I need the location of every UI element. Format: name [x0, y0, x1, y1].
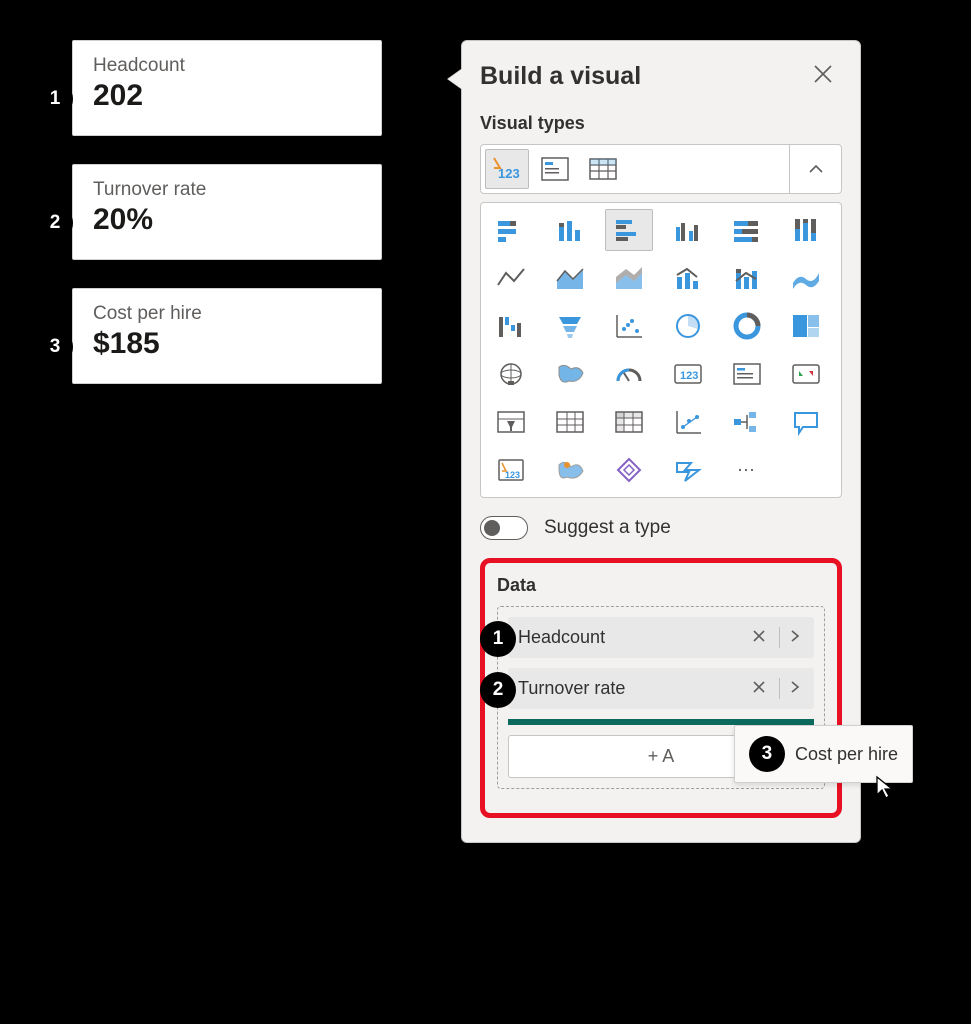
visual-r-icon[interactable]: [664, 401, 712, 443]
close-button[interactable]: [810, 59, 836, 93]
data-section-highlight: Data 1 Headcount 2 Turnover rate: [480, 558, 842, 818]
visual-gauge-icon[interactable]: [605, 353, 653, 395]
close-icon: [814, 65, 832, 83]
visual-ribbon-icon[interactable]: [782, 257, 830, 299]
kpi-card-cost[interactable]: 3 Cost per hire $185: [72, 288, 382, 384]
suggested-visual-row: 123: [480, 144, 790, 194]
remove-field-button[interactable]: [747, 680, 771, 698]
suggest-type-label: Suggest a type: [544, 517, 671, 539]
visual-types-label: Visual types: [480, 113, 842, 134]
visual-powerapps-icon[interactable]: [605, 449, 653, 491]
visual-powerautomate-icon[interactable]: [664, 449, 712, 491]
visual-slicer-icon[interactable]: [487, 401, 535, 443]
visual-decomposition-icon[interactable]: [723, 401, 771, 443]
svg-text:123: 123: [498, 166, 520, 181]
field-name: Turnover rate: [518, 678, 739, 699]
callout-badge-1: 1: [480, 621, 516, 657]
callout-badge-3: 3: [749, 736, 785, 772]
visual-table-alt-icon[interactable]: [546, 401, 594, 443]
visual-100-stacked-column-icon[interactable]: [782, 209, 830, 251]
visual-map-icon[interactable]: [487, 353, 535, 395]
visual-card-123-icon[interactable]: 123: [485, 149, 529, 189]
data-label: Data: [497, 575, 825, 596]
visual-treemap-icon[interactable]: [782, 305, 830, 347]
visual-stacked-bar-icon[interactable]: [487, 209, 535, 251]
kpi-card-list: 1 Headcount 202 2 Turnover rate 20% 3 Co…: [72, 40, 382, 412]
svg-text:123: 123: [505, 470, 520, 480]
visual-table-icon[interactable]: [581, 149, 625, 189]
remove-field-button[interactable]: [747, 629, 771, 647]
callout-badge-1: 1: [37, 81, 73, 117]
visual-kpi-icon[interactable]: [782, 353, 830, 395]
suggest-type-toggle[interactable]: [480, 516, 528, 540]
visual-stacked-area-icon[interactable]: [605, 257, 653, 299]
kpi-label: Cost per hire: [93, 303, 361, 325]
visual-qa-icon[interactable]: [782, 401, 830, 443]
collapse-visual-grid-button[interactable]: [790, 144, 842, 194]
chevron-up-icon: [808, 161, 824, 177]
drag-tooltip-text: Cost per hire: [795, 744, 898, 765]
visual-matrix-icon[interactable]: [605, 401, 653, 443]
visual-funnel-icon[interactable]: [546, 305, 594, 347]
callout-badge-2: 2: [37, 205, 73, 241]
visual-multirow-icon[interactable]: [723, 353, 771, 395]
field-pill-turnover[interactable]: 2 Turnover rate: [508, 668, 814, 709]
visual-filled-map-icon[interactable]: [546, 353, 594, 395]
kpi-label: Turnover rate: [93, 179, 361, 201]
visual-line-icon[interactable]: [487, 257, 535, 299]
field-name: Headcount: [518, 627, 739, 648]
visual-line-stacked-column-icon[interactable]: [723, 257, 771, 299]
panel-title: Build a visual: [480, 62, 641, 91]
chevron-right-icon: [790, 680, 800, 694]
kpi-value: $185: [93, 327, 361, 361]
panel-caret-icon: [448, 69, 462, 89]
toggle-knob-icon: [484, 520, 500, 536]
svg-text:123: 123: [680, 370, 698, 382]
build-visual-panel: Build a visual Visual types 123: [461, 40, 861, 843]
kpi-label: Headcount: [93, 55, 361, 77]
visual-type-grid: 123 123 ⋯: [480, 202, 842, 498]
visual-clustered-column-icon[interactable]: [664, 209, 712, 251]
visual-scatter-icon[interactable]: [605, 305, 653, 347]
cursor-icon: [875, 775, 895, 805]
visual-donut-icon[interactable]: [723, 305, 771, 347]
visual-more-button[interactable]: ⋯: [723, 449, 771, 491]
kpi-value: 202: [93, 79, 361, 113]
visual-paginated-icon[interactable]: [546, 449, 594, 491]
visual-line-clustered-column-icon[interactable]: [664, 257, 712, 299]
visual-area-icon[interactable]: [546, 257, 594, 299]
visual-100-stacked-bar-icon[interactable]: [723, 209, 771, 251]
callout-badge-3: 3: [37, 329, 73, 365]
field-pill-headcount[interactable]: 1 Headcount: [508, 617, 814, 658]
visual-multirow-card-icon[interactable]: [533, 149, 577, 189]
close-icon: [753, 681, 765, 693]
visual-clustered-bar-icon[interactable]: [605, 209, 653, 251]
visual-smart-narrative-icon[interactable]: 123: [487, 449, 535, 491]
kpi-card-turnover[interactable]: 2 Turnover rate 20%: [72, 164, 382, 260]
chevron-right-icon: [790, 629, 800, 643]
kpi-value: 20%: [93, 203, 361, 237]
visual-pie-icon[interactable]: [664, 305, 712, 347]
field-menu-button[interactable]: [779, 678, 804, 699]
kpi-card-headcount[interactable]: 1 Headcount 202: [72, 40, 382, 136]
field-menu-button[interactable]: [779, 627, 804, 648]
visual-stacked-column-icon[interactable]: [546, 209, 594, 251]
close-icon: [753, 630, 765, 642]
callout-badge-2: 2: [480, 672, 516, 708]
visual-card-icon[interactable]: 123: [664, 353, 712, 395]
visual-waterfall-icon[interactable]: [487, 305, 535, 347]
